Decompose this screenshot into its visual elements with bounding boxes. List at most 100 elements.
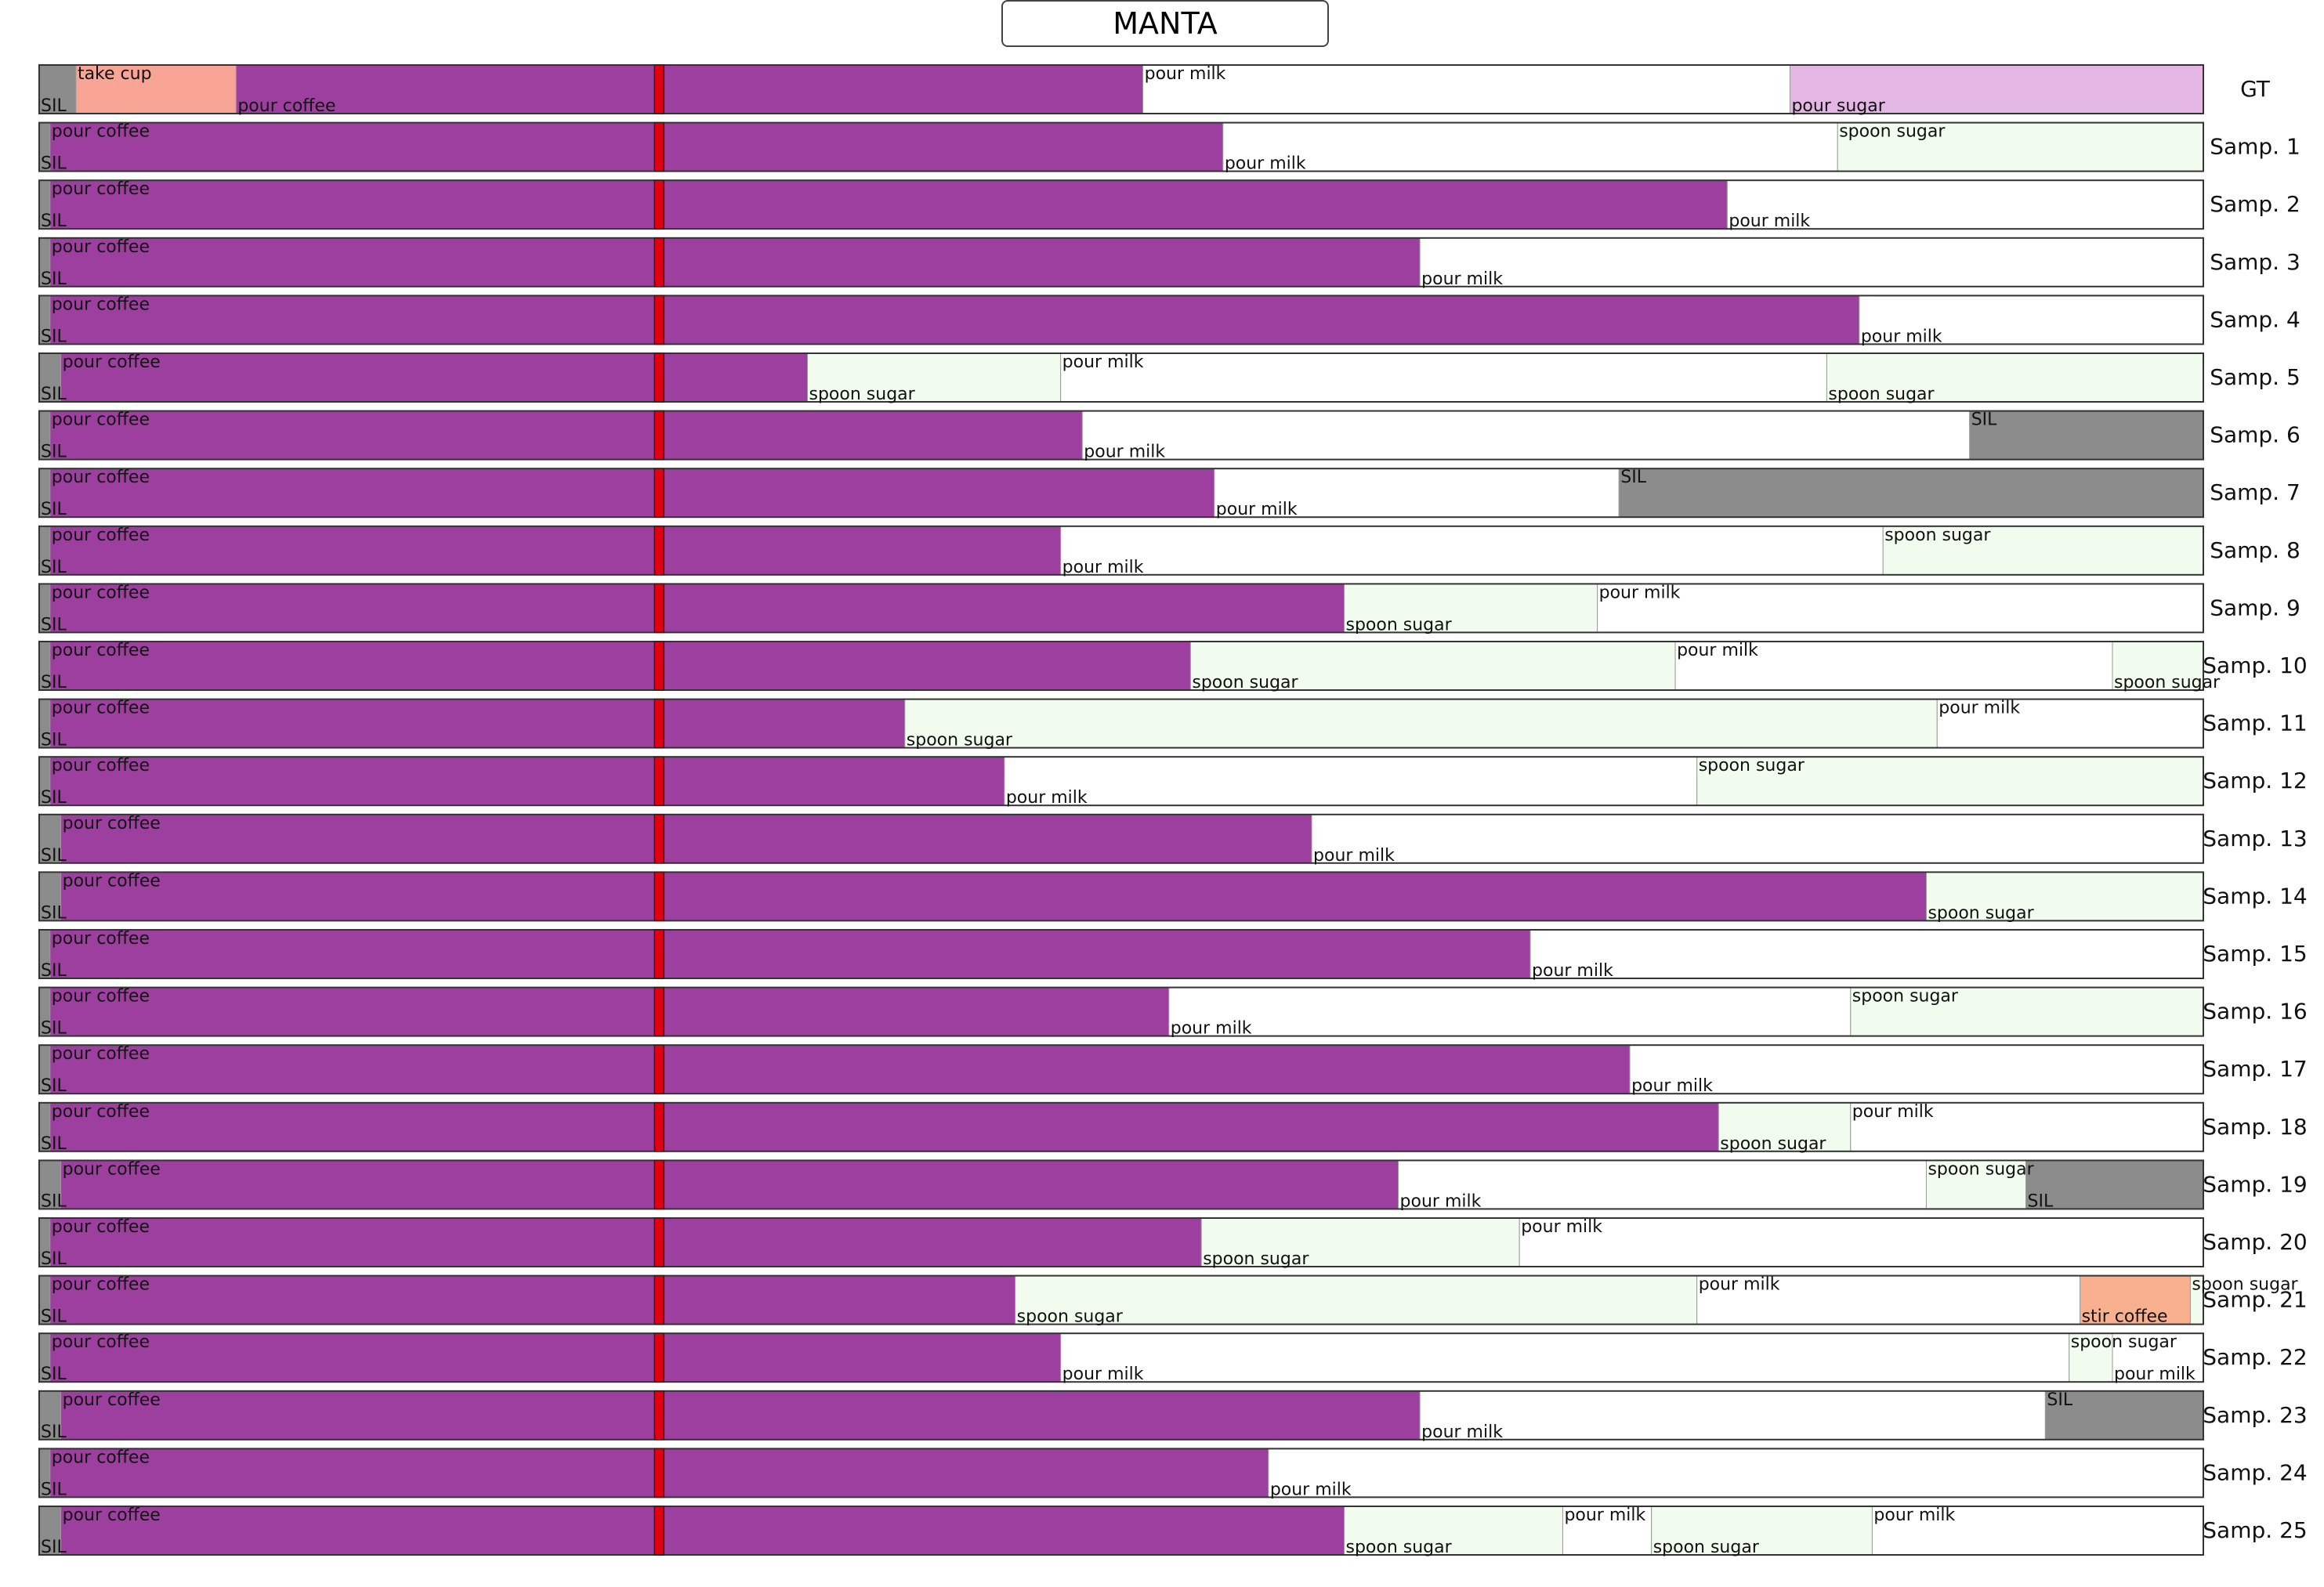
segment-label: SIL (41, 1134, 67, 1154)
observed-marker (653, 1506, 665, 1556)
segment-pour-milk (1419, 1390, 2046, 1441)
observed-marker (653, 237, 665, 287)
row-label: Samp. 23 (2203, 1402, 2307, 1428)
row-frame (38, 1448, 2204, 1498)
segment-label: pour milk (1677, 641, 1758, 660)
segment-label: SIL (41, 327, 67, 346)
segment-pour-coffee (49, 641, 1191, 691)
row-samp-19: SIL pour coffee pour milk spoon sugar SIL Sam… (38, 1159, 2308, 1211)
segment-label: spoon sugar (2192, 1275, 2298, 1295)
segment-label: pour milk (1938, 699, 2020, 718)
segment-label: pour coffee (52, 583, 150, 602)
segment-label: SIL (41, 1019, 67, 1039)
row-label: Samp. 5 (2210, 364, 2300, 390)
row-frame (38, 237, 2204, 287)
observed-marker (653, 871, 665, 922)
segment-pour-milk (1629, 1044, 2204, 1094)
segment-label: spoon sugar (1928, 903, 2034, 923)
row-samp-22: SIL pour coffee pour milk spoon sugar pour m… (38, 1332, 2308, 1384)
row-samp-4: SIL pour coffee pour milk Samp. 4 (38, 295, 2300, 346)
segment-label: SIL (2028, 1191, 2054, 1211)
row-frame (38, 295, 2204, 345)
row-samp-13: SIL pour coffee pour milk Samp. 13 (38, 813, 2308, 866)
segment-label: pour milk (2114, 1365, 2195, 1384)
observed-marker (653, 1044, 665, 1094)
segment-label: pour coffee (52, 699, 150, 718)
row-samp-2: SIL pour coffee pour milk Samp. 2 (38, 179, 2300, 231)
row-label: Samp. 9 (2210, 595, 2300, 620)
observed-marker (653, 295, 665, 345)
row-label: Samp. 24 (2203, 1459, 2307, 1485)
observed-marker (653, 814, 665, 864)
observed-marker (653, 1217, 665, 1267)
segment-label: pour coffee (52, 1332, 150, 1352)
row-gt: SIL take cup pour coffee pour milk pour suga… (38, 64, 2271, 116)
row-label: Samp. 17 (2203, 1056, 2307, 1082)
row-label: Samp. 13 (2203, 826, 2307, 851)
segment-label: SIL (41, 673, 67, 692)
segment-label: SIL (1971, 410, 1997, 430)
row-frame (38, 756, 2204, 807)
row-frame (38, 1390, 2204, 1441)
observed-marker (653, 468, 665, 518)
segment-pour-coffee (49, 237, 1421, 287)
segment-pour-milk (1142, 64, 1790, 114)
segment-pour-milk (1222, 122, 1838, 172)
segment-spoon-sugar (1200, 1217, 1520, 1267)
observed-marker (653, 1390, 665, 1441)
row-frame (38, 698, 2204, 749)
segment-pour-milk (1871, 1506, 2204, 1556)
segment-label: pour coffee (52, 526, 150, 545)
segment-label: spoon sugar (1017, 1307, 1124, 1327)
segment-label: pour milk (1171, 1019, 1252, 1039)
segment-pour-coffee (235, 64, 1144, 114)
segment-label: pour sugar (1791, 96, 1885, 116)
row-frame (38, 1217, 2204, 1267)
segment-label: pour milk (1873, 1506, 1955, 1525)
observed-marker (653, 410, 665, 461)
segment-pour-coffee (49, 987, 1170, 1037)
segment-label: pour coffee (52, 295, 150, 314)
row-label: Samp. 25 (2203, 1517, 2307, 1543)
row-label: Samp. 20 (2203, 1229, 2307, 1255)
segment-label: SIL (41, 731, 67, 750)
segment-label: pour milk (1861, 327, 1942, 346)
segment-label: pour coffee (52, 641, 150, 660)
segment-pour-coffee (49, 1275, 1016, 1325)
segment-pour-milk (1597, 583, 2204, 633)
segment-pour-milk (1398, 1159, 1927, 1209)
segment-spoon-sugar (1826, 352, 2204, 403)
segment-label: SIL (41, 1423, 67, 1442)
segment-label: SIL (41, 443, 67, 462)
row-samp-12: SIL pour coffee pour milk spoon sugar Samp. … (38, 756, 2308, 808)
observed-marker (653, 64, 665, 114)
segment-label: pour milk (1421, 269, 1503, 289)
segment-label: SIL (1620, 468, 1646, 487)
observed-marker (653, 1274, 665, 1325)
segment-label: SIL (41, 846, 67, 866)
segment-label: pour milk (1216, 500, 1298, 519)
segment-pour-milk (1562, 1506, 1653, 1556)
segment-label: spoon sugar (1203, 1249, 1309, 1269)
segment-sil (1969, 410, 2204, 461)
segment-pour-milk (1268, 1448, 2204, 1498)
segment-label: SIL (2047, 1390, 2072, 1410)
segment-label: pour milk (1532, 961, 1613, 981)
row-samp-25: SIL pour coffee spoon sugar pour milk spoon … (38, 1506, 2308, 1557)
row-label: Samp. 3 (2210, 249, 2300, 275)
segment-label: pour coffee (63, 352, 161, 372)
row-frame (38, 121, 2204, 172)
row-samp-9: SIL pour coffee spoon sugar pour milk Samp. … (38, 583, 2300, 634)
row-frame (38, 410, 2204, 461)
row-frame (38, 1274, 2204, 1325)
segment-label: pour milk (1145, 64, 1226, 84)
observed-marker (653, 929, 665, 979)
segment-label: spoon sugar (1345, 1538, 1452, 1557)
row-samp-14: SIL pour coffee spoon sugar Samp. 14 (38, 871, 2308, 923)
segment-label: spoon sugar (1345, 615, 1452, 634)
row-samp-21: SIL pour coffee spoon sugar pour milk stir c… (38, 1274, 2308, 1327)
segment-label: pour milk (1599, 583, 1681, 602)
observed-marker (653, 641, 665, 691)
row-label: Samp. 11 (2203, 710, 2307, 736)
segment-pour-milk (1081, 410, 1971, 461)
